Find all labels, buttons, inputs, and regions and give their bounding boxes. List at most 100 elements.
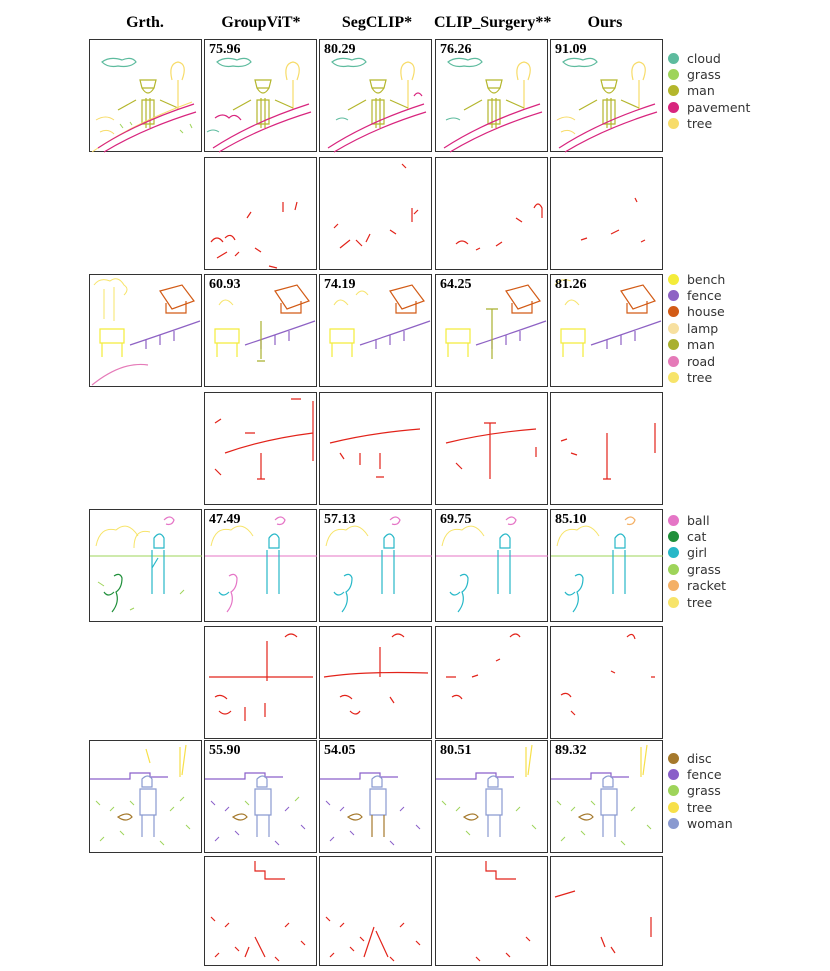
legend-label: tree xyxy=(687,370,713,386)
error-map xyxy=(210,201,298,269)
score-segclip-2: 74.19 xyxy=(324,277,356,292)
gt-sketch-2 xyxy=(89,274,202,387)
error-groupvit-2 xyxy=(204,392,317,505)
error-map xyxy=(560,633,655,716)
pred-groupvit-1: 75.96 xyxy=(204,39,317,153)
sketch-park xyxy=(329,284,431,357)
legend-label: grass xyxy=(687,783,721,799)
legend-item: bench xyxy=(668,271,725,287)
legend-row-1: cloud grass man pavement tree xyxy=(668,50,750,132)
sketch-park xyxy=(445,284,547,359)
pred-ours-1: 91.09 xyxy=(550,39,663,153)
error-segclip-3 xyxy=(319,626,432,739)
score-clip-surgery-3: 69.75 xyxy=(440,512,472,527)
legend-swatch xyxy=(668,273,679,285)
score-groupvit-3: 47.49 xyxy=(209,512,241,527)
pred-clip-surgery-4: 80.51 xyxy=(435,740,548,853)
error-map xyxy=(323,633,429,715)
score-segclip-1: 80.29 xyxy=(324,42,356,57)
score-groupvit-4: 55.90 xyxy=(209,743,241,758)
score-clip-surgery-1: 76.26 xyxy=(440,42,472,57)
legend-item: pavement xyxy=(668,99,750,115)
legend-swatch xyxy=(668,290,679,302)
legend-item: grass xyxy=(668,783,733,799)
error-clip-surgery-3 xyxy=(435,626,548,739)
legend-swatch xyxy=(668,818,679,830)
score-clip-surgery-4: 80.51 xyxy=(440,743,472,758)
sketch-girl-cat xyxy=(551,516,663,613)
legend-row-3: ball cat girl grass racket tree xyxy=(668,512,726,610)
legend-item: man xyxy=(668,83,750,99)
pred-groupvit-2: 60.93 xyxy=(204,274,317,387)
score-ours-4: 89.32 xyxy=(555,743,587,758)
legend-item: woman xyxy=(668,816,733,832)
legend-swatch xyxy=(668,514,679,526)
error-groupvit-3 xyxy=(204,626,317,739)
sketch-park xyxy=(214,284,316,362)
legend-swatch xyxy=(668,785,679,797)
legend-label: lamp xyxy=(687,320,719,336)
legend-label: cat xyxy=(687,529,707,545)
legend-label: grass xyxy=(687,561,721,577)
legend-swatch xyxy=(668,801,679,813)
legend-label: road xyxy=(687,353,716,369)
pred-clip-surgery-3: 69.75 xyxy=(435,509,548,622)
gt-sketch-1 xyxy=(89,39,202,153)
legend-item: tree xyxy=(668,116,750,132)
legend-swatch xyxy=(668,306,679,318)
legend-item: road xyxy=(668,353,725,369)
legend-swatch xyxy=(668,52,679,64)
sketch-girl-cat xyxy=(320,516,432,613)
pred-segclip-4: 54.05 xyxy=(319,740,432,853)
sketch-scarecrow xyxy=(443,57,543,153)
legend-item: lamp xyxy=(668,320,725,336)
pred-groupvit-4: 55.90 xyxy=(204,740,317,853)
legend-item: fence xyxy=(668,287,725,303)
legend-swatch xyxy=(668,547,679,559)
legend-item: ball xyxy=(668,512,726,528)
pred-clip-surgery-1: 76.26 xyxy=(435,39,548,153)
legend-label: grass xyxy=(687,67,721,83)
legend-label: woman xyxy=(687,816,733,832)
pred-clip-surgery-2: 64.25 xyxy=(435,274,548,387)
legend-swatch xyxy=(668,531,679,543)
error-map xyxy=(580,197,646,243)
sketch-girl-cat xyxy=(436,516,548,613)
error-map xyxy=(445,422,537,479)
error-map xyxy=(554,890,652,954)
header-ours: Ours xyxy=(587,14,623,31)
score-ours-1: 91.09 xyxy=(555,42,587,57)
legend-label: tree xyxy=(687,799,713,815)
score-groupvit-2: 60.93 xyxy=(209,277,241,292)
legend-item: grass xyxy=(668,561,726,577)
legend-item: tree xyxy=(668,369,725,385)
legend-label: racket xyxy=(687,578,727,594)
legend-label: girl xyxy=(687,545,708,561)
error-map xyxy=(210,861,306,962)
legend-swatch xyxy=(668,596,679,608)
sketch-scarecrow xyxy=(327,57,427,153)
error-map xyxy=(333,163,419,249)
sketch-scarecrow xyxy=(206,57,312,153)
legend-item: tree xyxy=(668,799,733,815)
legend-swatch xyxy=(668,372,679,384)
sketch-scarecrow xyxy=(91,57,197,153)
error-segclip-2 xyxy=(319,392,432,505)
score-segclip-4: 54.05 xyxy=(324,743,356,758)
pred-segclip-3: 57.13 xyxy=(319,509,432,622)
legend-label: ball xyxy=(687,512,710,528)
score-groupvit-1: 75.96 xyxy=(209,42,241,57)
legend-label: man xyxy=(687,337,715,353)
legend-row-4: disc fence grass tree woman xyxy=(668,750,733,832)
error-map xyxy=(209,633,313,721)
legend-swatch xyxy=(668,580,679,592)
error-map xyxy=(329,428,421,478)
legend-swatch xyxy=(668,355,679,367)
error-map xyxy=(214,398,314,480)
error-clip-surgery-1 xyxy=(435,157,548,270)
legend-item: disc xyxy=(668,750,733,766)
legend-label: fence xyxy=(687,288,722,304)
error-ours-1 xyxy=(550,157,663,270)
pred-segclip-1: 80.29 xyxy=(319,39,432,153)
legend-swatch xyxy=(668,752,679,764)
